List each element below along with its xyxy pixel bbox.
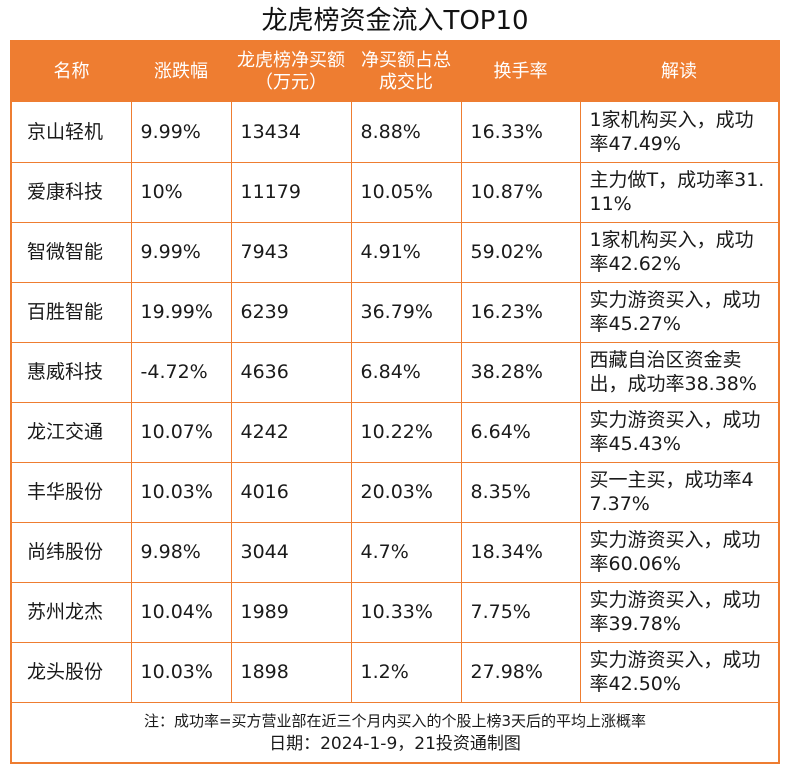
cell-change: 9.99% xyxy=(131,102,232,163)
cell-interpretation: 1家机构买入，成功率47.49% xyxy=(580,102,778,163)
cell-name: 龙江交通 xyxy=(12,402,132,463)
cell-turnover: 8.35% xyxy=(461,462,581,523)
cell-change: 9.98% xyxy=(131,522,232,583)
cell-change: 10.03% xyxy=(131,462,232,523)
cell-net-buy: 4016 xyxy=(231,462,352,523)
cell-net-buy: 4636 xyxy=(231,342,352,403)
cell-change: 10.04% xyxy=(131,582,232,643)
cell-change: -4.72% xyxy=(131,342,232,403)
cell-interpretation: 实力游资买入，成功率45.27% xyxy=(580,282,778,343)
cell-net-buy: 6239 xyxy=(231,282,352,343)
header-name: 名称 xyxy=(12,42,131,102)
cell-turnover: 16.33% xyxy=(461,102,581,163)
table-row: 惠威科技 -4.72% 4636 6.84% 38.28% 西藏自治区资金卖出，成功率38… xyxy=(12,342,778,403)
table-header-row: 名称 涨跌幅 龙虎榜净买额（万元） 净买额占总成交比 换手率 解读 xyxy=(12,42,778,102)
cell-net-buy-ratio: 10.33% xyxy=(351,582,462,643)
cell-name: 尚纬股份 xyxy=(12,522,132,583)
table-row: 丰华股份 10.03% 4016 20.03% 8.35% 买一主买，成功率47.37% xyxy=(12,462,778,523)
header-turnover: 换手率 xyxy=(461,42,580,102)
cell-net-buy: 4242 xyxy=(231,402,352,463)
cell-name: 智微智能 xyxy=(12,222,132,283)
cell-interpretation: 实力游资买入，成功率42.50% xyxy=(580,642,778,703)
cell-name: 惠威科技 xyxy=(12,342,132,403)
cell-interpretation: 西藏自治区资金卖出，成功率38.38% xyxy=(580,342,778,403)
cell-turnover: 7.75% xyxy=(461,582,581,643)
header-net-buy-ratio: 净买额占总成交比 xyxy=(351,42,461,102)
cell-name: 丰华股份 xyxy=(12,462,132,523)
cell-name: 京山轻机 xyxy=(12,102,132,163)
date-credit: 日期：2024-1-9，21投资通制图 xyxy=(269,734,521,754)
cell-net-buy: 13434 xyxy=(231,102,352,163)
cell-interpretation: 实力游资买入，成功率45.43% xyxy=(580,402,778,463)
header-change: 涨跌幅 xyxy=(131,42,231,102)
cell-net-buy-ratio: 8.88% xyxy=(351,102,462,163)
table-frame: 名称 涨跌幅 龙虎榜净买额（万元） 净买额占总成交比 换手率 解读 京山轻机 9.… xyxy=(10,40,780,764)
cell-interpretation: 买一主买，成功率47.37% xyxy=(580,462,778,523)
cell-turnover: 10.87% xyxy=(461,162,581,223)
table-row: 尚纬股份 9.98% 3044 4.7% 18.34% 实力游资买入，成功率60.06% xyxy=(12,522,778,583)
cell-name: 苏州龙杰 xyxy=(12,582,132,643)
table-row: 智微智能 9.99% 7943 4.91% 59.02% 1家机构买入，成功率42.62% xyxy=(12,222,778,283)
cell-net-buy: 11179 xyxy=(231,162,352,223)
cell-net-buy-ratio: 4.91% xyxy=(351,222,462,283)
footnote: 注：成功率=买方营业部在近三个月内买入的个股上榜3天后的平均上涨概率 xyxy=(143,712,647,730)
cell-net-buy-ratio: 20.03% xyxy=(351,462,462,523)
cell-change: 9.99% xyxy=(131,222,232,283)
cell-interpretation: 主力做T，成功率31.11% xyxy=(580,162,778,223)
cell-turnover: 59.02% xyxy=(461,222,581,283)
cell-change: 10.03% xyxy=(131,642,232,703)
cell-net-buy-ratio: 1.2% xyxy=(351,642,462,703)
cell-net-buy-ratio: 4.7% xyxy=(351,522,462,583)
table-row: 龙头股份 10.03% 1898 1.2% 27.98% 实力游资买入，成功率42.50% xyxy=(12,642,778,703)
cell-turnover: 18.34% xyxy=(461,522,581,583)
header-interpretation: 解读 xyxy=(580,42,778,102)
cell-name: 百胜智能 xyxy=(12,282,132,343)
cell-net-buy-ratio: 10.22% xyxy=(351,402,462,463)
cell-name: 龙头股份 xyxy=(12,642,132,703)
page-title: 龙虎榜资金流入TOP10 xyxy=(261,6,529,36)
table-body: 京山轻机 9.99% 13434 8.88% 16.33% 1家机构买入，成功率47.49… xyxy=(12,102,778,703)
cell-net-buy-ratio: 6.84% xyxy=(351,342,462,403)
cell-change: 10% xyxy=(131,162,232,223)
cell-turnover: 38.28% xyxy=(461,342,581,403)
cell-name: 爱康科技 xyxy=(12,162,132,223)
cell-interpretation: 实力游资买入，成功率39.78% xyxy=(580,582,778,643)
cell-net-buy: 3044 xyxy=(231,522,352,583)
cell-turnover: 16.23% xyxy=(461,282,581,343)
cell-net-buy: 7943 xyxy=(231,222,352,283)
cell-net-buy-ratio: 10.05% xyxy=(351,162,462,223)
cell-change: 10.07% xyxy=(131,402,232,463)
table-row: 京山轻机 9.99% 13434 8.88% 16.33% 1家机构买入，成功率47.49… xyxy=(12,102,778,163)
cell-net-buy: 1898 xyxy=(231,642,352,703)
cell-net-buy: 1989 xyxy=(231,582,352,643)
cell-turnover: 6.64% xyxy=(461,402,581,463)
footer: 注：成功率=买方营业部在近三个月内买入的个股上榜3天后的平均上涨概率 日期：20… xyxy=(12,702,778,756)
table-row: 龙江交通 10.07% 4242 10.22% 6.64% 实力游资买入，成功率45.43… xyxy=(12,402,778,463)
table-row: 百胜智能 19.99% 6239 36.79% 16.23% 实力游资买入，成功率45.2… xyxy=(12,282,778,343)
cell-interpretation: 实力游资买入，成功率60.06% xyxy=(580,522,778,583)
header-net-buy: 龙虎榜净买额（万元） xyxy=(231,42,351,102)
table-row: 苏州龙杰 10.04% 1989 10.33% 7.75% 实力游资买入，成功率39.78… xyxy=(12,582,778,643)
cell-turnover: 27.98% xyxy=(461,642,581,703)
fund-inflow-table: 名称 涨跌幅 龙虎榜净买额（万元） 净买额占总成交比 换手率 解读 京山轻机 9.… xyxy=(12,42,778,703)
table-row: 爱康科技 10% 11179 10.05% 10.87% 主力做T，成功率31.11% xyxy=(12,162,778,223)
cell-net-buy-ratio: 36.79% xyxy=(351,282,462,343)
cell-interpretation: 1家机构买入，成功率42.62% xyxy=(580,222,778,283)
cell-change: 19.99% xyxy=(131,282,232,343)
